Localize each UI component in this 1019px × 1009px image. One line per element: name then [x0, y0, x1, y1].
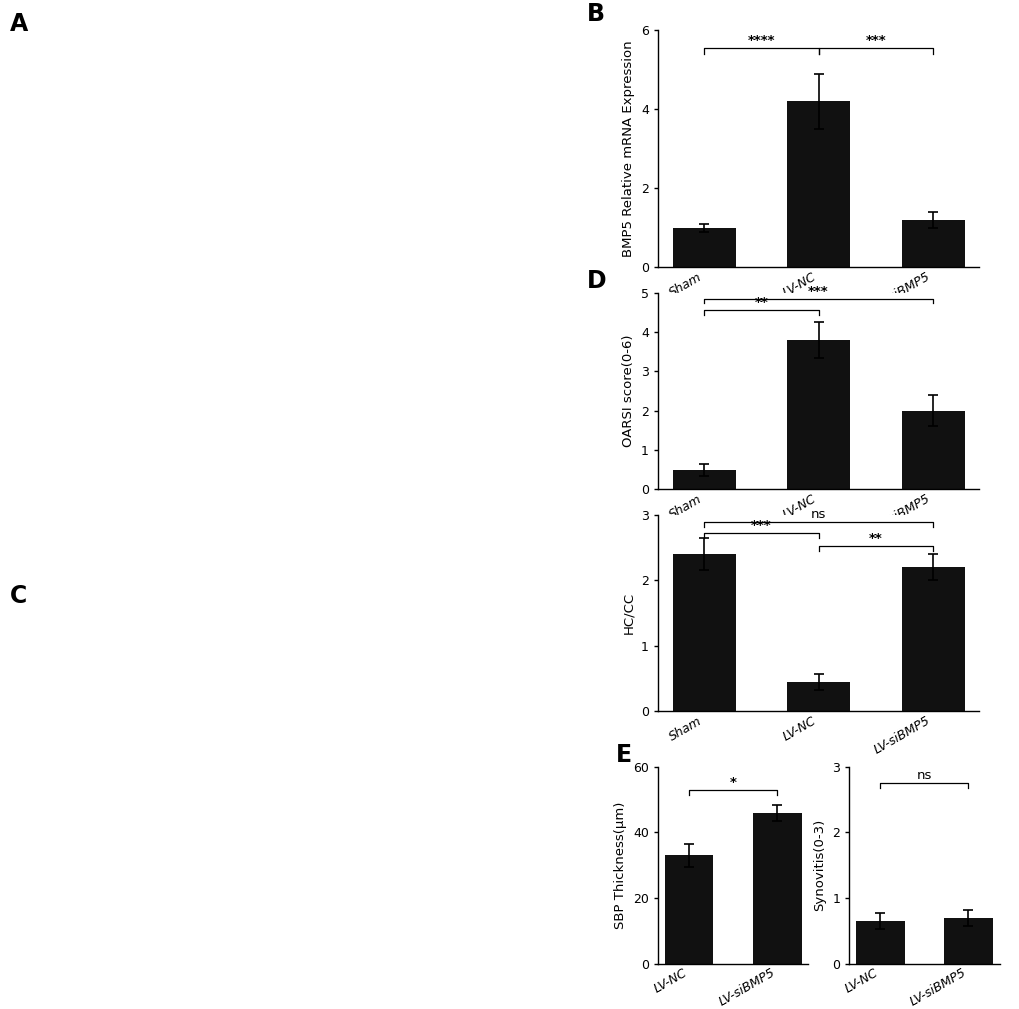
Bar — [787, 340, 849, 489]
Text: C: C — [9, 584, 26, 607]
Bar — [672, 554, 735, 711]
Bar — [901, 567, 964, 711]
Bar — [901, 411, 964, 489]
Y-axis label: SBP Thickness(μm): SBP Thickness(μm) — [613, 801, 627, 929]
Text: ***: *** — [807, 285, 828, 298]
Bar — [855, 921, 904, 964]
Text: **: ** — [868, 532, 881, 545]
Y-axis label: Synovitis(0-3): Synovitis(0-3) — [813, 819, 825, 911]
Bar — [787, 102, 849, 267]
Y-axis label: HC/CC: HC/CC — [622, 592, 635, 634]
Text: E: E — [615, 744, 632, 767]
Y-axis label: BMP5 Relative mRNA Expression: BMP5 Relative mRNA Expression — [622, 40, 635, 257]
Bar — [901, 220, 964, 267]
Text: ****: **** — [747, 34, 774, 46]
Text: ns: ns — [810, 509, 825, 522]
Text: D: D — [587, 269, 606, 293]
Y-axis label: OARSI score(0-6): OARSI score(0-6) — [622, 335, 635, 447]
Bar — [787, 682, 849, 711]
Text: *: * — [729, 776, 736, 789]
Bar — [672, 228, 735, 267]
Text: B: B — [587, 2, 604, 26]
Bar — [752, 813, 801, 964]
Bar — [672, 469, 735, 489]
Text: A: A — [9, 11, 28, 35]
Text: ***: *** — [750, 519, 770, 532]
Text: ***: *** — [865, 34, 886, 46]
Bar — [944, 918, 991, 964]
Text: ns: ns — [916, 769, 931, 782]
Bar — [664, 856, 712, 964]
Text: **: ** — [754, 297, 767, 310]
